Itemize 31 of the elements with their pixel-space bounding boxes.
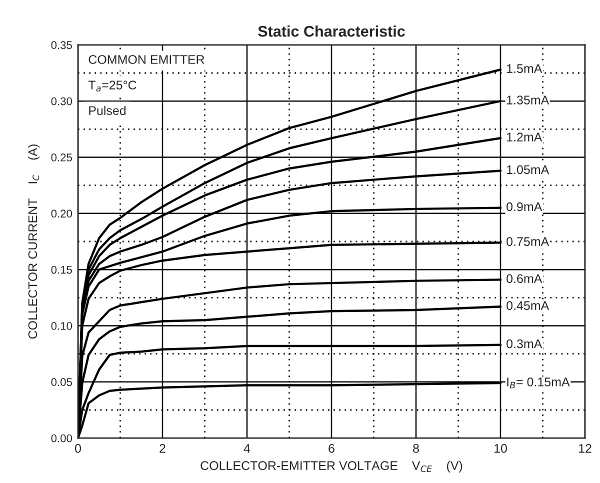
x-tick-label: 6 — [328, 444, 334, 453]
y-tick-label: 0.35 — [51, 41, 72, 50]
series-label: 1.35mA — [507, 96, 550, 104]
series-label: 1.05mA — [507, 165, 550, 174]
y-tick-label: 0.25 — [51, 154, 72, 162]
y-tick-label: 0.30 — [51, 97, 72, 106]
annotation: T$_{a}$=25°C — [88, 80, 136, 92]
x-tick-label: 10 — [494, 444, 507, 453]
series-label: 0.3mA — [506, 339, 542, 348]
chart-title: Static Characteristic — [258, 26, 405, 37]
x-tick-label: 2 — [160, 444, 166, 453]
y-tick-label: 0.15 — [51, 266, 72, 274]
annotation: Pulsed — [89, 106, 126, 116]
series-label: 0.75mA — [506, 237, 550, 246]
series-label: 0.45mA — [506, 301, 550, 310]
x-tick-label: 4 — [244, 444, 250, 453]
series-label: I$_{B}$= 0.15mA — [507, 378, 570, 388]
text: COLLECTOR-EMITTER VOLTAGE V$_{CE}$ (V) — [200, 460, 462, 472]
y-tick-label: 0.05 — [51, 378, 72, 386]
series-label: 1.5mA — [507, 64, 542, 73]
x-tick-label: 8 — [413, 444, 419, 453]
series-label: 0.6mA — [506, 274, 542, 284]
y-tick-label: 0.10 — [51, 322, 72, 330]
series-label: 0.9mA — [506, 202, 542, 212]
x-tick-label: 0 — [75, 444, 81, 453]
y-tick-label: 0.00 — [51, 434, 72, 442]
annotation: COMMON EMITTER — [88, 55, 204, 64]
y-tick-label: 0.20 — [51, 210, 72, 218]
text: COLLECTOR CURRENT I$_{C}$ (A) — [28, 144, 40, 339]
x-tick-label: 12 — [579, 444, 592, 453]
series-label: 1.2mA — [507, 132, 542, 142]
